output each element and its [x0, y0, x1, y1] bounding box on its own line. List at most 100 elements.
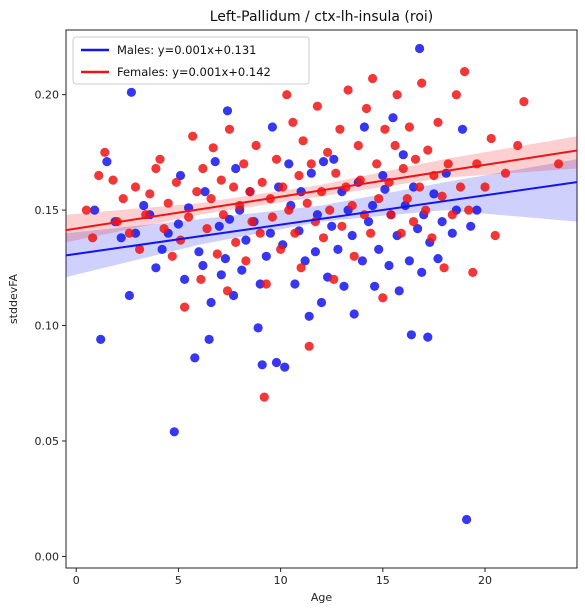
female-point — [184, 212, 194, 222]
male-point — [222, 106, 233, 116]
female-point — [251, 140, 261, 151]
female-point — [392, 90, 402, 100]
female-point — [239, 159, 249, 169]
female-point — [355, 175, 365, 185]
female-point — [372, 159, 382, 169]
female-point — [135, 244, 145, 254]
female-point — [255, 228, 265, 238]
female-point — [100, 147, 110, 157]
male-point — [151, 263, 161, 273]
male-point — [462, 514, 472, 525]
male-point — [394, 286, 404, 296]
chart-title: Left-Pallidum / ctx-lh-insula (roi) — [210, 9, 433, 25]
female-point — [318, 233, 329, 243]
male-point — [406, 330, 416, 340]
female-point — [212, 249, 222, 259]
female-point — [171, 177, 181, 187]
female-point — [554, 159, 564, 169]
female-point — [417, 78, 427, 88]
female-point — [229, 182, 239, 192]
male-point — [90, 205, 100, 215]
male-point — [398, 150, 408, 160]
male-point — [194, 247, 204, 257]
legend-entry: Females: y=0.001x+0.142 — [117, 65, 271, 79]
male-point — [374, 244, 384, 254]
female-point — [216, 175, 226, 185]
male-point — [357, 256, 367, 266]
female-point — [192, 187, 202, 197]
female-point — [374, 194, 384, 204]
female-point — [451, 90, 461, 100]
female-point — [267, 212, 277, 222]
female-point — [288, 117, 298, 127]
female-point — [222, 286, 233, 296]
data-points — [81, 43, 564, 525]
female-point — [380, 124, 390, 134]
female-point — [347, 200, 357, 211]
female-point — [167, 251, 177, 261]
female-point — [224, 124, 235, 134]
female-point — [402, 194, 412, 204]
y-tick-label: 0.20 — [35, 89, 60, 102]
male-point — [384, 260, 394, 271]
female-point — [421, 205, 431, 215]
female-point — [343, 85, 353, 95]
female-point — [302, 198, 312, 208]
male-point — [198, 260, 208, 271]
male-point — [96, 334, 106, 344]
male-point — [457, 124, 468, 134]
male-point — [124, 290, 134, 301]
female-point — [304, 341, 314, 351]
female-point — [439, 263, 449, 273]
female-point — [312, 101, 322, 111]
x-tick-label: 15 — [376, 574, 390, 587]
y-tick-label: 0.10 — [35, 320, 60, 333]
male-point — [200, 187, 210, 197]
male-point — [339, 281, 349, 291]
male-point — [304, 311, 314, 321]
male-point — [253, 323, 263, 333]
male-point — [447, 228, 457, 238]
male-point — [173, 219, 183, 229]
x-axis-label: Age — [311, 591, 333, 604]
y-tick-label: 0.15 — [35, 204, 60, 217]
female-point — [349, 251, 359, 261]
male-point — [116, 233, 126, 243]
male-point — [139, 200, 149, 211]
female-point — [198, 163, 208, 174]
male-point — [316, 297, 327, 308]
x-tick-label: 20 — [478, 574, 492, 587]
female-point — [108, 175, 118, 185]
female-point — [145, 189, 155, 199]
male-point — [169, 427, 179, 437]
female-point — [81, 205, 91, 215]
male-point — [363, 217, 374, 227]
female-point — [282, 90, 292, 100]
male-point — [472, 205, 482, 215]
female-point — [460, 67, 470, 77]
male-point — [280, 362, 290, 372]
male-regression-line — [66, 181, 577, 257]
female-point — [163, 198, 173, 208]
female-point — [208, 143, 218, 153]
y-tick-label: 0.00 — [35, 550, 60, 563]
male-point — [216, 270, 226, 280]
male-point — [206, 297, 216, 308]
legend: Males: y=0.001x+0.131 Females: y=0.001x+0… — [72, 36, 310, 85]
male-point — [388, 113, 398, 123]
male-point — [423, 332, 433, 342]
male-point — [329, 154, 339, 164]
female-point — [490, 230, 500, 241]
female-point — [196, 274, 206, 284]
male-point — [261, 251, 271, 261]
male-point — [306, 168, 316, 178]
female-point — [259, 392, 269, 402]
male-point — [318, 157, 329, 167]
male-point — [267, 122, 277, 132]
male-point — [190, 353, 200, 363]
female-point — [390, 140, 400, 151]
female-point — [468, 267, 478, 277]
male-point — [126, 87, 136, 97]
male-point — [413, 224, 423, 234]
